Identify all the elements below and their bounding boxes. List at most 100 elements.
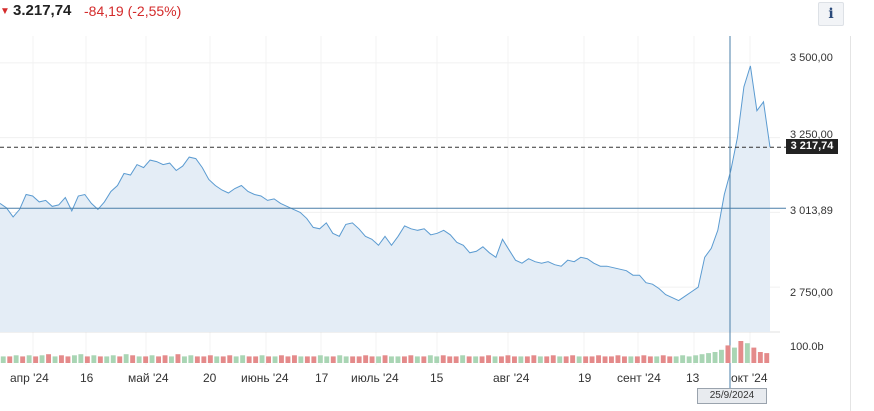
volume-bar <box>576 356 582 363</box>
volume-bar <box>434 356 440 363</box>
volume-bar <box>123 354 129 363</box>
volume-bar <box>544 356 550 363</box>
volume-bar <box>343 356 349 363</box>
x-tick-19: 19 <box>578 371 592 385</box>
volume-bar <box>622 356 627 363</box>
volume-bar <box>421 356 427 363</box>
quote-header: ▼ 3.217,74 -84,19 (-2,55%) <box>0 0 780 26</box>
info-button[interactable]: i <box>818 2 844 26</box>
volume-bar <box>505 355 511 363</box>
last-value-badge: 3 217,74 <box>786 139 838 154</box>
volume-bar <box>512 356 517 363</box>
x-tick-jun: июнь '24 <box>241 371 289 385</box>
volume-bar <box>292 355 297 363</box>
x-tick-15: 15 <box>430 371 444 385</box>
volume-bar <box>39 355 45 363</box>
volume-bar <box>156 356 161 363</box>
volume-bar <box>615 355 621 363</box>
y-tick-3250: 3 250,00 <box>790 129 833 141</box>
volume-bar <box>757 352 763 363</box>
volume-bar <box>725 345 731 363</box>
crosshair-date-badge: 25/9/2024 <box>697 388 767 404</box>
volume-bar <box>660 355 666 363</box>
volume-bar <box>563 356 569 363</box>
volume-bar <box>201 356 207 363</box>
volume-bar <box>602 356 608 363</box>
volume-bar <box>78 354 84 363</box>
volume-bar <box>188 355 194 363</box>
volume-bar <box>363 355 369 363</box>
volume-bar <box>220 356 226 363</box>
volume-bar <box>46 354 51 363</box>
volume-bar <box>751 347 757 363</box>
volume-bar <box>207 355 213 363</box>
volume-bar <box>369 356 375 363</box>
volume-bar <box>233 356 239 363</box>
volume-bar <box>149 355 155 363</box>
volume-bar <box>744 343 750 363</box>
volume-bar <box>402 356 407 363</box>
volume-bar <box>764 353 770 363</box>
x-tick-20: 20 <box>203 371 217 385</box>
last-price: 3.217,74 <box>13 2 72 19</box>
volume-bar <box>414 356 420 363</box>
change-value: -84,19 <box>84 3 124 19</box>
volume-bar <box>486 355 491 363</box>
volume-bar <box>524 356 530 363</box>
volume-bar <box>97 356 103 363</box>
volume-scale-label: 100.0b <box>790 341 824 353</box>
volume-bar <box>337 355 343 363</box>
x-tick-sep: сент '24 <box>617 371 661 385</box>
volume-bar <box>356 356 362 363</box>
volume-bar <box>641 355 647 363</box>
volume-bar <box>699 354 705 363</box>
volume-bar <box>194 356 200 363</box>
volume-bar <box>719 349 724 363</box>
volume-bar <box>570 355 576 363</box>
volume-bar <box>227 355 233 363</box>
volume-bar <box>298 356 304 363</box>
volume-bar <box>0 356 6 363</box>
volume-bars <box>0 341 770 363</box>
volume-bar <box>91 355 97 363</box>
x-tick-jul: июль '24 <box>351 371 399 385</box>
x-tick-17a: 17 <box>315 371 329 385</box>
volume-bar <box>259 355 265 363</box>
volume-bar <box>673 356 679 363</box>
volume-bar <box>279 355 284 363</box>
volume-bar <box>473 356 479 363</box>
volume-bar <box>330 356 336 363</box>
volume-bar <box>311 356 317 363</box>
x-tick-apr: апр '24 <box>10 371 49 385</box>
volume-bar <box>583 356 589 363</box>
volume-bar <box>460 355 466 363</box>
volume-bar <box>130 355 136 363</box>
volume-bar <box>492 356 498 363</box>
volume-bar <box>182 356 187 363</box>
x-tick-16: 16 <box>80 371 94 385</box>
volume-bar <box>447 356 453 363</box>
volume-bar <box>647 356 653 363</box>
volume-bar <box>537 356 543 363</box>
volume-bar <box>693 355 699 363</box>
x-tick-may: май '24 <box>128 371 169 385</box>
change-percent: (-2,55%) <box>127 3 182 19</box>
down-arrow-icon: ▼ <box>0 6 10 17</box>
chart-right-border <box>850 36 851 411</box>
y-tick-3500: 3 500,00 <box>790 52 833 64</box>
volume-bar <box>104 356 110 363</box>
volume-bar <box>550 355 556 363</box>
price-line <box>0 65 771 302</box>
volume-bar <box>466 356 472 363</box>
price-area <box>0 65 770 333</box>
x-tick-aug: авг '24 <box>493 371 530 385</box>
volume-bar <box>7 356 13 363</box>
volume-bar <box>84 356 90 363</box>
volume-bar <box>706 353 711 363</box>
volume-bar <box>589 356 595 363</box>
price-change: -84,19 (-2,55%) <box>84 3 181 19</box>
volume-bar <box>609 356 614 363</box>
volume-bar <box>266 356 271 363</box>
volume-bar <box>240 355 246 363</box>
